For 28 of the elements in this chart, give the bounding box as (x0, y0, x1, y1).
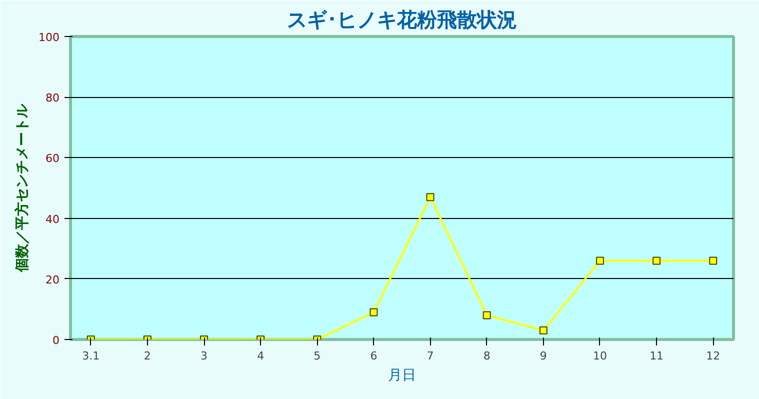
x-axis-title: 月日 (388, 368, 416, 384)
chart-title: スギ･ヒノキ花粉飛散状況 (287, 8, 517, 32)
y-tick-label: 0 (52, 334, 60, 347)
x-tick-label: 11 (650, 350, 664, 362)
point (709, 256, 718, 265)
y-tick-label: 60 (46, 152, 60, 166)
x-tick-label: 2 (144, 350, 151, 362)
x-tick-label: 7 (426, 350, 434, 362)
point (370, 308, 378, 316)
x-tick-label: 5 (314, 350, 321, 362)
y-tick-label: 20 (46, 273, 60, 286)
x-tick-label: 8 (483, 350, 490, 362)
y-axis-title: 個数／平方センチメートル (14, 103, 31, 273)
y-tick-label: 80 (46, 92, 60, 105)
point (539, 326, 548, 334)
point (426, 193, 434, 202)
x-tick-label: 3.1 (82, 350, 100, 362)
point (596, 256, 604, 265)
x-tick-label: 10 (592, 350, 607, 362)
x-tick-label: 4 (257, 350, 264, 362)
x-tick-label: 12 (706, 350, 720, 362)
x-tick-label: 3 (200, 350, 208, 362)
x-tick-label: 9 (540, 350, 547, 362)
point (482, 311, 491, 320)
x-tick-label: 6 (370, 350, 378, 362)
y-tick-label: 40 (46, 212, 60, 226)
y-tick-label: 100 (38, 31, 60, 44)
point (652, 256, 661, 265)
